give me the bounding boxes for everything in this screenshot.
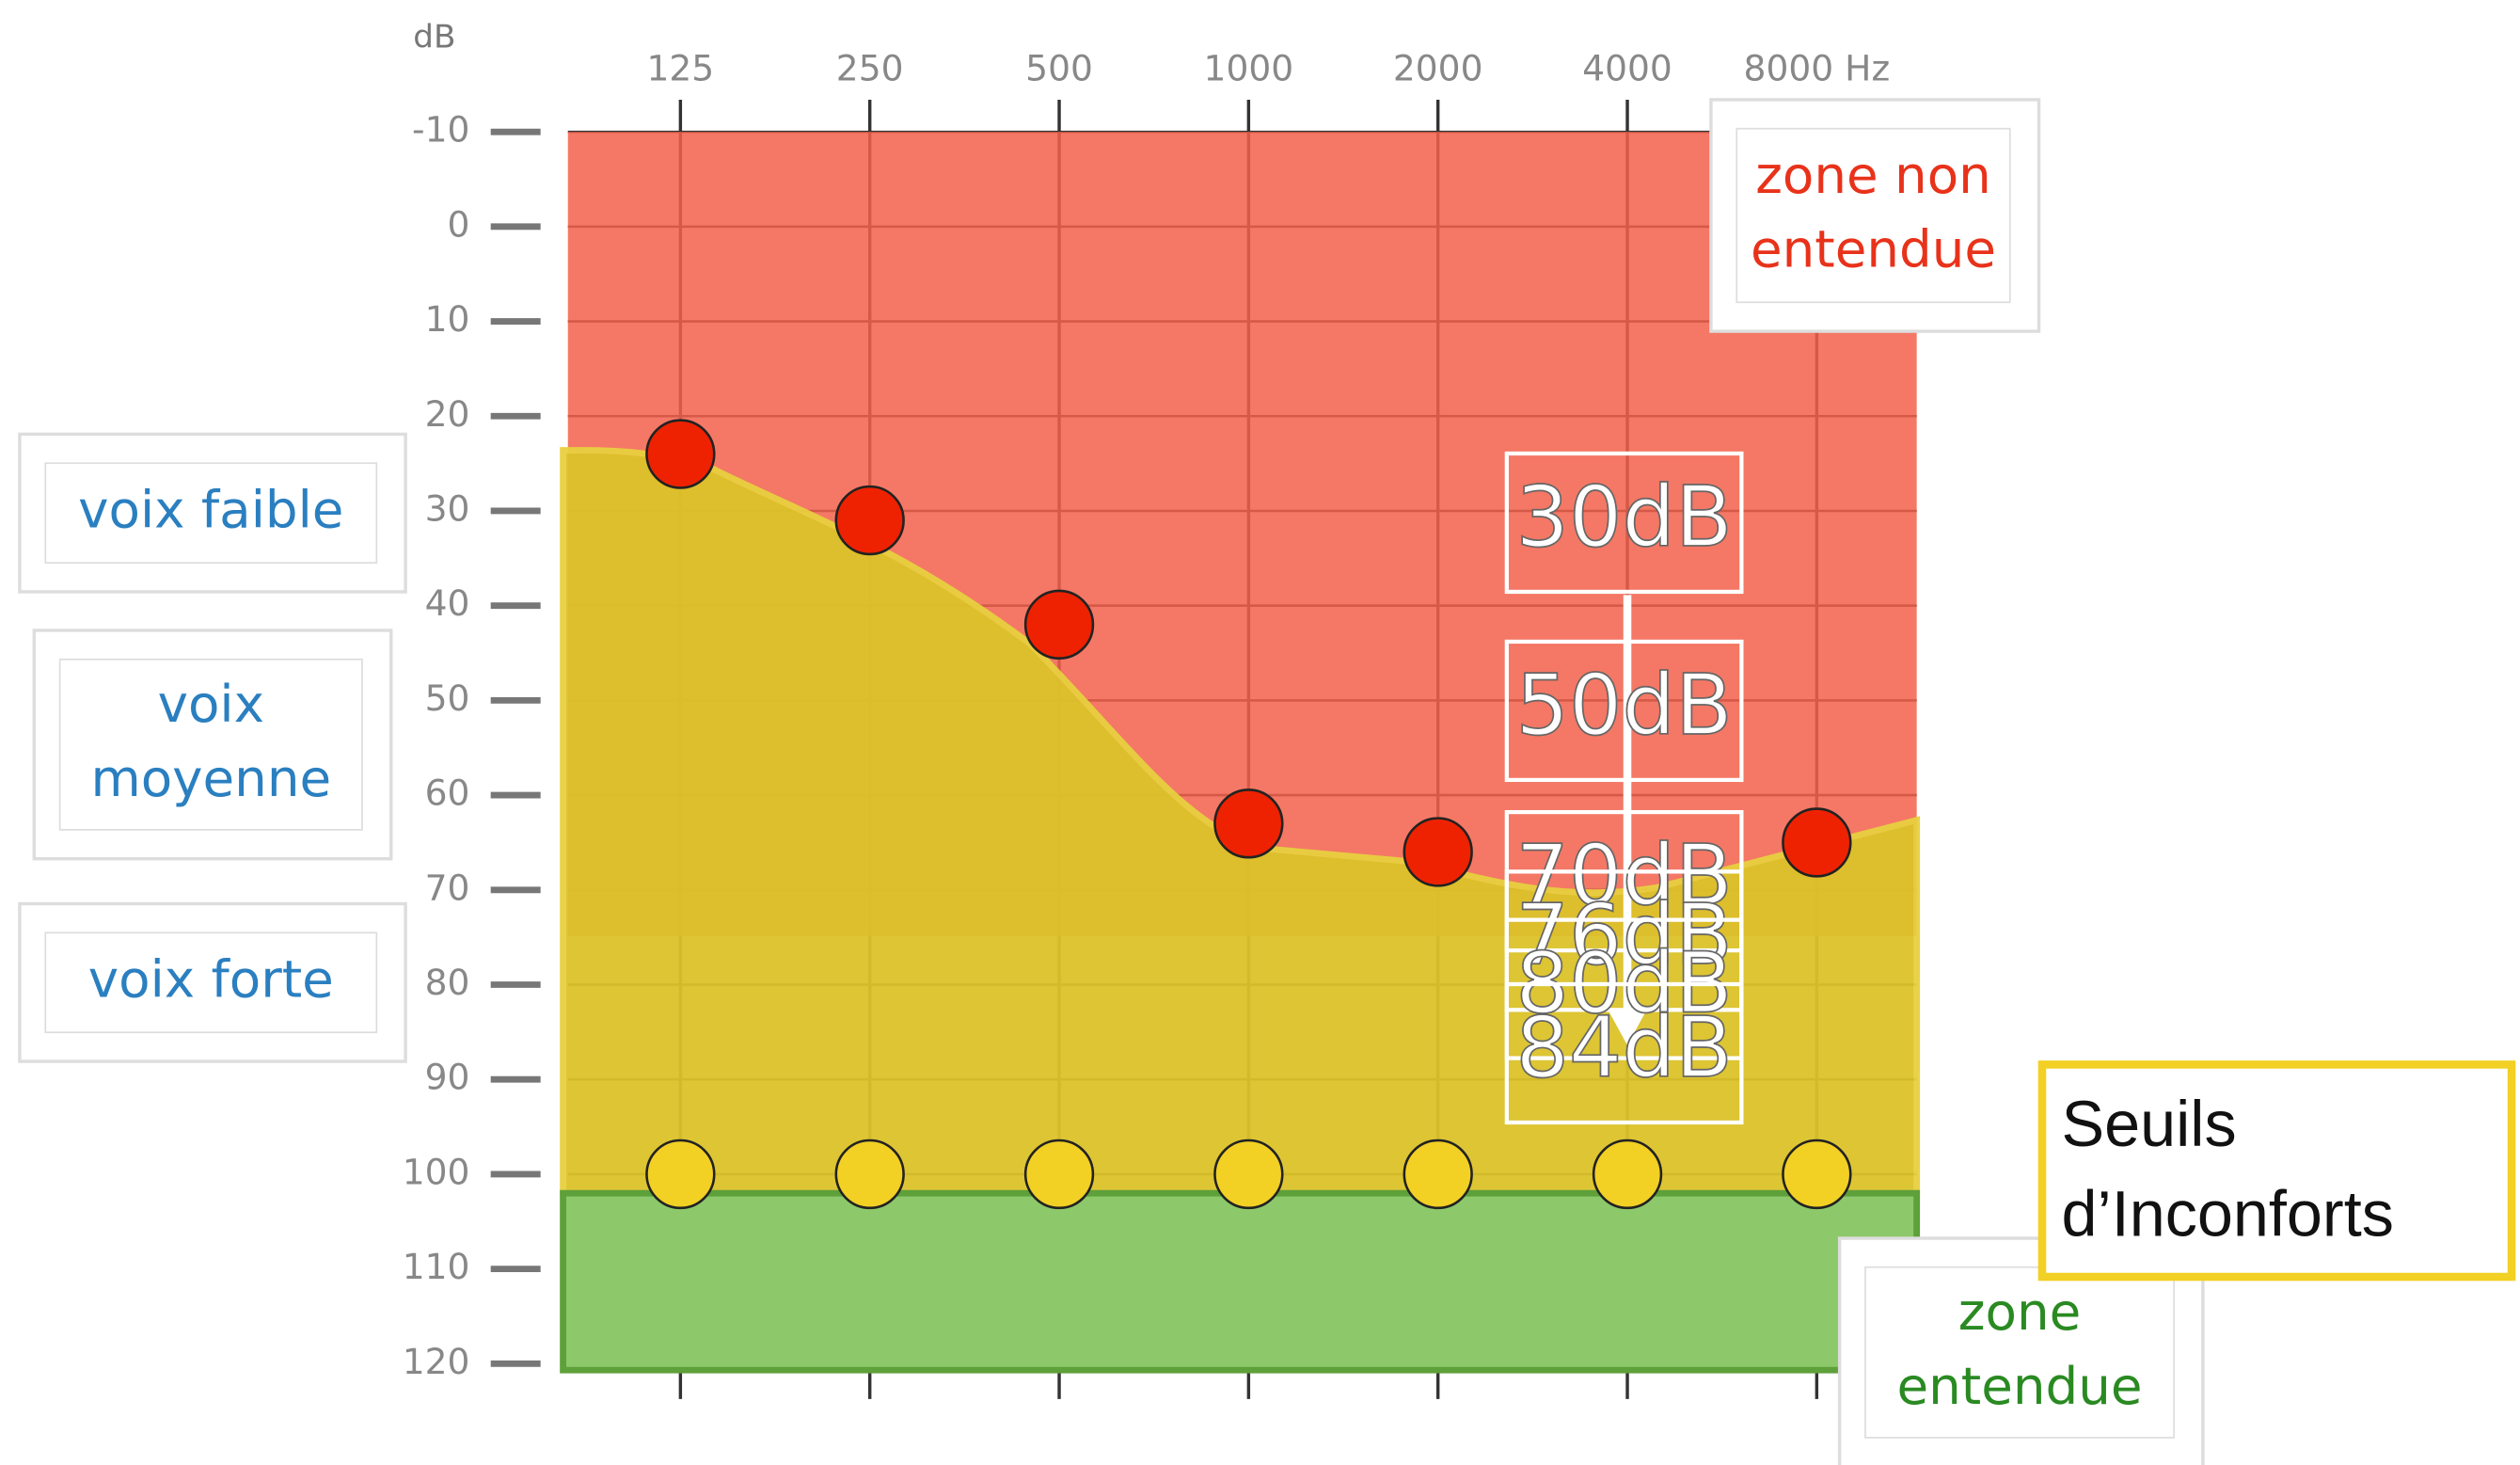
level-label: 70dB <box>1515 827 1732 924</box>
data-point <box>1403 1139 1473 1210</box>
y-tick-label: 70 <box>425 867 470 908</box>
x-tick-label: 2000 <box>1393 48 1483 89</box>
x-tick-label: 4000 <box>1582 48 1672 89</box>
y-tick-label: 110 <box>403 1246 470 1287</box>
x-tick-label: 500 <box>1025 48 1093 89</box>
level-box <box>1504 639 1744 783</box>
y-tick-label: 50 <box>425 677 470 719</box>
data-point <box>834 1139 905 1210</box>
side-label: voix <box>158 674 264 734</box>
side-label: entendue <box>1897 1356 2143 1416</box>
data-point <box>1782 1139 1852 1210</box>
y-tick-label: 60 <box>425 772 470 814</box>
legend-label: Seuils d’Inconforts <box>2061 1089 2393 1250</box>
label-box <box>1864 1266 2175 1439</box>
data-point <box>1213 788 1284 859</box>
y-tick-label: 40 <box>425 582 470 624</box>
side-label: entendue <box>1751 218 1996 279</box>
data-point <box>834 485 905 556</box>
y-tick-label: 100 <box>403 1151 470 1192</box>
x-tick-label: 125 <box>646 48 714 89</box>
green-zone <box>560 1189 1921 1374</box>
label-box <box>58 658 363 831</box>
level-box <box>1504 981 1744 1125</box>
side-label: zone <box>1958 1282 2081 1342</box>
y-tick-label: 10 <box>425 298 470 340</box>
side-label: moyenne <box>90 748 331 808</box>
arrow-head <box>1608 1010 1647 1045</box>
data-point <box>1403 817 1473 887</box>
data-point <box>645 419 716 489</box>
side-label: voix faible <box>78 479 343 539</box>
label-box <box>44 462 378 565</box>
x-tick-label: 250 <box>836 48 904 89</box>
data-point <box>1023 589 1095 660</box>
level-label: 84dB <box>1515 999 1732 1096</box>
level-label: 76dB <box>1515 886 1732 983</box>
y-tick-label: 30 <box>425 487 470 529</box>
x-tick-label: 8000 Hz <box>1744 48 1891 89</box>
legend-box <box>2037 1060 2516 1282</box>
data-point <box>1023 1139 1095 1210</box>
data-point <box>1782 807 1852 878</box>
x-tick-label: 1000 <box>1204 48 1294 89</box>
y-axis-label: dB <box>413 19 455 56</box>
side-label: zone non <box>1755 145 1991 205</box>
y-tick-label: 80 <box>425 962 470 1003</box>
level-label: 30dB <box>1515 469 1732 565</box>
y-tick-label: 0 <box>448 203 470 245</box>
y-tick-label: 20 <box>425 393 470 435</box>
level-box <box>1504 451 1744 595</box>
side-label: voix forte <box>88 948 334 1009</box>
level-label: 50dB <box>1515 657 1732 754</box>
y-tick-label: 90 <box>425 1057 470 1098</box>
y-tick-label: 120 <box>403 1341 470 1382</box>
label-box <box>44 932 378 1034</box>
label-box <box>1735 127 2011 304</box>
data-point <box>645 1139 716 1210</box>
y-tick-label: -10 <box>412 109 469 151</box>
data-point <box>1592 1139 1663 1210</box>
data-point <box>1213 1139 1284 1210</box>
